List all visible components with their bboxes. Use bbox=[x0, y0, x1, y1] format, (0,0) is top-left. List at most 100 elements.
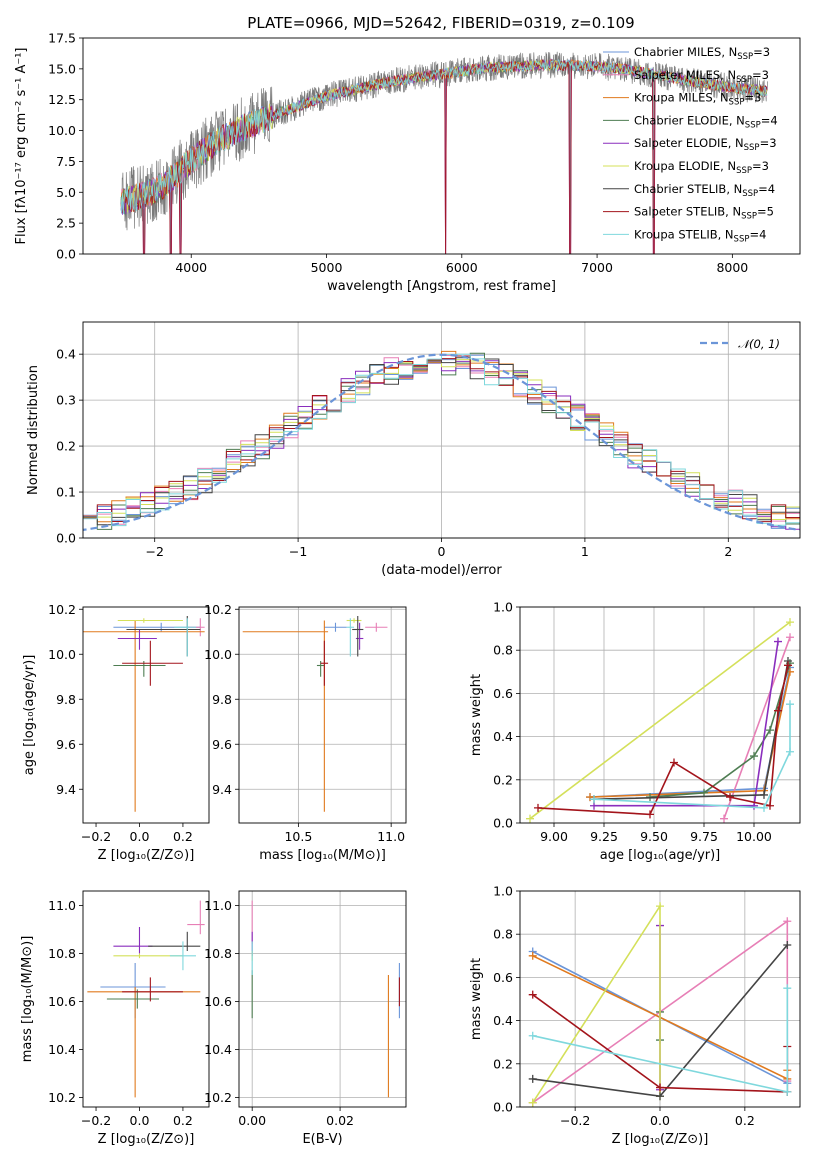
weight-point-marker bbox=[783, 1087, 792, 1096]
weight-point-marker bbox=[774, 706, 782, 715]
legend-entry-sub: SSP bbox=[744, 143, 760, 153]
legend-entry: Kroupa ELODIE, NSSP=3 bbox=[634, 159, 769, 176]
residuals-panel: −2 −1 0 1 2 0.0 0.1 0.2 0.3 0.4 (data-model)/error… bbox=[26, 321, 801, 578]
plot-background bbox=[239, 607, 406, 823]
age-vs-metallicity-panel: −0.2 0.0 0.2 9.4 9.6 9.8 10.0 10.2 Z [log₁₀(Z/Z⊙… bbox=[22, 602, 210, 863]
weight-point-marker bbox=[526, 814, 534, 823]
y-axis-label: age [log₁₀(age/yr)] bbox=[22, 655, 37, 776]
plot-area bbox=[526, 618, 794, 823]
y-tick-label: 9.6 bbox=[212, 737, 232, 752]
y-tick-label: 0.2 bbox=[493, 772, 513, 787]
y-tick-label: 0.2 bbox=[493, 1056, 513, 1071]
weight-point-marker bbox=[528, 990, 537, 999]
y-tick-label: 17.5 bbox=[48, 31, 76, 46]
x-tick-label: 9.50 bbox=[640, 829, 668, 844]
x-tick-label: 9.00 bbox=[540, 829, 568, 844]
weight-point-marker bbox=[760, 790, 768, 799]
y-tick-label: 0.0 bbox=[493, 1100, 513, 1115]
ticks: 0.00 0.02 10.2 10.4 10.6 10.8 11.0 bbox=[204, 898, 354, 1128]
ticks: 10.5 11.0 9.4 9.6 9.8 10.0 10.2 bbox=[204, 602, 405, 844]
errorbar-point bbox=[174, 618, 196, 657]
x-axis-label: age [log₁₀(age/yr)] bbox=[600, 848, 721, 863]
x-axis-label: mass [log₁₀(M/M⊙)] bbox=[259, 848, 386, 863]
ticks: −0.2 0.0 0.2 10.2 10.4 10.6 10.8 11.0 bbox=[48, 898, 193, 1128]
y-axis-label: mass weight bbox=[469, 674, 484, 756]
weight-series bbox=[528, 902, 664, 1107]
ticks: 9.00 9.25 9.50 9.75 10.00 0.0 0.2 0.4 0.6 0.8 1.0 bbox=[493, 600, 772, 845]
y-tick-label: 12.5 bbox=[48, 92, 76, 107]
weight-point-marker bbox=[786, 618, 794, 627]
axes-frame bbox=[238, 890, 407, 1108]
plot-area bbox=[83, 616, 205, 812]
x-axis-label: Z [log₁₀(Z/Z⊙)] bbox=[98, 848, 195, 863]
residual-legend: 𝒩(0, 1) bbox=[700, 337, 780, 351]
legend-entry: Kroupa STELIB, NSSP=4 bbox=[634, 227, 766, 244]
weight-point-marker bbox=[720, 814, 728, 823]
weight-vs-metallicity-panel: −0.2 0.0 0.2 0.0 0.2 0.4 0.6 0.8 1.0 Z [log₁₀(Z/Z… bbox=[469, 884, 801, 1147]
errorbar-point bbox=[117, 618, 183, 623]
y-tick-label: 15.0 bbox=[48, 61, 76, 76]
x-tick-label: 4000 bbox=[175, 260, 207, 275]
y-tick-label: 10.2 bbox=[48, 1090, 76, 1105]
x-tick-label: 9.75 bbox=[690, 829, 718, 844]
ticks: −0.2 0.0 0.2 0.0 0.2 0.4 0.6 0.8 1.0 bbox=[493, 884, 755, 1129]
x-tick-label: 0.2 bbox=[173, 829, 193, 844]
legend-entry-sub: SSP bbox=[736, 166, 752, 176]
weight-point-marker bbox=[786, 700, 794, 709]
errorbar-point bbox=[122, 977, 183, 1002]
legend-entry-suffix: =3 bbox=[760, 136, 777, 150]
legend-entry-name: Chabrier ELODIE, N bbox=[634, 113, 745, 127]
weight-point-marker bbox=[784, 661, 792, 670]
weight-point-marker bbox=[528, 1074, 537, 1083]
weight-point-marker bbox=[590, 795, 598, 804]
legend-entry-name: Kroupa MILES, N bbox=[634, 91, 729, 105]
legend-entry: Salpeter MILES, NSSP=3 bbox=[634, 68, 769, 85]
y-tick-label: 1.0 bbox=[493, 884, 513, 899]
x-tick-label: 11.0 bbox=[377, 829, 405, 844]
y-tick-label: 10.4 bbox=[48, 1042, 76, 1057]
residual-histogram bbox=[83, 353, 800, 535]
weight-point-marker bbox=[528, 1031, 537, 1040]
legend-entry: Salpeter STELIB, NSSP=5 bbox=[634, 205, 774, 222]
weight-point-marker bbox=[670, 758, 678, 767]
figure-title: PLATE=0966, MJD=52642, FIBERID=0319, z=0… bbox=[247, 14, 634, 32]
x-tick-label: 0.0 bbox=[130, 1113, 150, 1128]
x-axis-label: wavelength [Angstrom, rest frame] bbox=[327, 279, 556, 294]
errorbar-point bbox=[355, 622, 364, 650]
weight-point-marker bbox=[726, 793, 734, 802]
gridlines bbox=[239, 607, 406, 823]
y-tick-label: 10.8 bbox=[48, 946, 76, 961]
weight-point-marker bbox=[656, 1083, 664, 1092]
weight-point-marker bbox=[766, 726, 774, 735]
legend-entry-suffix: =5 bbox=[757, 205, 774, 219]
plot-background bbox=[239, 891, 406, 1107]
y-tick-label: 10.0 bbox=[48, 123, 76, 138]
x-tick-label: 0.02 bbox=[326, 1113, 354, 1128]
axes-frame bbox=[519, 606, 801, 824]
legend-entry-suffix: =3 bbox=[752, 159, 769, 173]
y-tick-label: 10.0 bbox=[204, 647, 232, 662]
x-tick-label: −0.2 bbox=[81, 829, 111, 844]
y-tick-label: 10.0 bbox=[48, 647, 76, 662]
y-tick-label: 2.5 bbox=[56, 216, 76, 231]
weight-series bbox=[720, 633, 794, 823]
weight-point-marker bbox=[700, 788, 708, 797]
weight-point-marker bbox=[774, 637, 782, 646]
normal-reference-curve bbox=[83, 353, 800, 532]
y-tick-label: 0.8 bbox=[493, 927, 513, 942]
weight-point-marker bbox=[783, 917, 792, 926]
weight-series-line bbox=[593, 704, 791, 809]
weight-series-line bbox=[529, 621, 791, 820]
errorbar-point bbox=[122, 640, 183, 686]
errorbar-point bbox=[187, 900, 205, 935]
errorbar-point bbox=[365, 622, 388, 632]
y-tick-label: 11.0 bbox=[204, 898, 232, 913]
errorbar-point bbox=[148, 931, 201, 951]
mass-vs-ebv-panel: 0.00 0.02 10.2 10.4 10.6 10.8 11.0 E(B-V) bbox=[204, 890, 407, 1147]
y-tick-label: 0.1 bbox=[56, 485, 76, 500]
axes-frame bbox=[238, 606, 407, 824]
x-tick-label: 5000 bbox=[311, 260, 343, 275]
y-tick-label: 7.5 bbox=[56, 154, 76, 169]
legend-entry-suffix: =3 bbox=[752, 68, 769, 82]
